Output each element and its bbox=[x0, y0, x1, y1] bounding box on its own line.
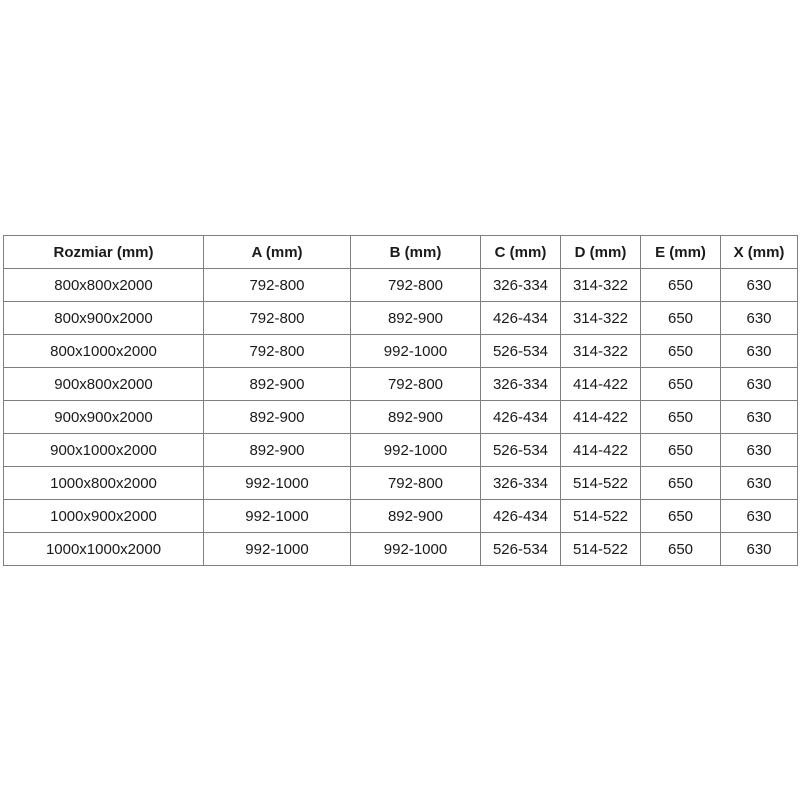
cell-a: 892-900 bbox=[203, 433, 351, 467]
cell-d: 514-522 bbox=[560, 499, 641, 533]
cell-b: 992-1000 bbox=[350, 532, 481, 566]
cell-e: 650 bbox=[640, 466, 721, 500]
cell-c: 526-534 bbox=[480, 334, 561, 368]
cell-a: 892-900 bbox=[203, 367, 351, 401]
cell-rozmiar: 900x900x2000 bbox=[3, 400, 204, 434]
cell-b: 892-900 bbox=[350, 400, 481, 434]
cell-a: 792-800 bbox=[203, 334, 351, 368]
cell-a: 992-1000 bbox=[203, 532, 351, 566]
cell-rozmiar: 900x1000x2000 bbox=[3, 433, 204, 467]
header-cell-rozmiar: Rozmiar (mm) bbox=[3, 235, 204, 269]
cell-a: 792-800 bbox=[203, 301, 351, 335]
cell-b: 892-900 bbox=[350, 499, 481, 533]
header-cell-a: A (mm) bbox=[203, 235, 351, 269]
cell-b: 892-900 bbox=[350, 301, 481, 335]
cell-x: 630 bbox=[720, 499, 798, 533]
cell-d: 314-322 bbox=[560, 334, 641, 368]
cell-b: 992-1000 bbox=[350, 433, 481, 467]
cell-a: 892-900 bbox=[203, 400, 351, 434]
cell-e: 650 bbox=[640, 532, 721, 566]
cell-rozmiar: 1000x800x2000 bbox=[3, 466, 204, 500]
cell-e: 650 bbox=[640, 301, 721, 335]
cell-d: 314-322 bbox=[560, 301, 641, 335]
cell-x: 630 bbox=[720, 466, 798, 500]
table-row: 900x1000x2000 892-900 992-1000 526-534 4… bbox=[3, 433, 798, 467]
cell-x: 630 bbox=[720, 433, 798, 467]
header-cell-x: X (mm) bbox=[720, 235, 798, 269]
table-row: 900x800x2000 892-900 792-800 326-334 414… bbox=[3, 367, 798, 401]
cell-b: 792-800 bbox=[350, 268, 481, 302]
cell-x: 630 bbox=[720, 532, 798, 566]
cell-e: 650 bbox=[640, 334, 721, 368]
cell-e: 650 bbox=[640, 400, 721, 434]
table-row: 1000x900x2000 992-1000 892-900 426-434 5… bbox=[3, 499, 798, 533]
table-row: 900x900x2000 892-900 892-900 426-434 414… bbox=[3, 400, 798, 434]
cell-a: 792-800 bbox=[203, 268, 351, 302]
table-row: 800x900x2000 792-800 892-900 426-434 314… bbox=[3, 301, 798, 335]
cell-d: 514-522 bbox=[560, 466, 641, 500]
header-cell-e: E (mm) bbox=[640, 235, 721, 269]
cell-c: 326-334 bbox=[480, 367, 561, 401]
header-row: Rozmiar (mm) A (mm) B (mm) C (mm) D (mm)… bbox=[3, 235, 798, 269]
cell-rozmiar: 800x900x2000 bbox=[3, 301, 204, 335]
cell-x: 630 bbox=[720, 367, 798, 401]
cell-c: 426-434 bbox=[480, 301, 561, 335]
table-row: 800x1000x2000 792-800 992-1000 526-534 3… bbox=[3, 334, 798, 368]
cell-d: 414-422 bbox=[560, 367, 641, 401]
cell-c: 426-434 bbox=[480, 400, 561, 434]
cell-c: 326-334 bbox=[480, 268, 561, 302]
cell-x: 630 bbox=[720, 268, 798, 302]
header-cell-d: D (mm) bbox=[560, 235, 641, 269]
cell-b: 992-1000 bbox=[350, 334, 481, 368]
cell-rozmiar: 1000x900x2000 bbox=[3, 499, 204, 533]
cell-c: 426-434 bbox=[480, 499, 561, 533]
header-cell-c: C (mm) bbox=[480, 235, 561, 269]
cell-c: 326-334 bbox=[480, 466, 561, 500]
cell-e: 650 bbox=[640, 499, 721, 533]
cell-x: 630 bbox=[720, 301, 798, 335]
cell-rozmiar: 900x800x2000 bbox=[3, 367, 204, 401]
table-row: 1000x800x2000 992-1000 792-800 326-334 5… bbox=[3, 466, 798, 500]
cell-rozmiar: 800x1000x2000 bbox=[3, 334, 204, 368]
cell-d: 314-322 bbox=[560, 268, 641, 302]
cell-b: 792-800 bbox=[350, 466, 481, 500]
cell-c: 526-534 bbox=[480, 532, 561, 566]
cell-x: 630 bbox=[720, 400, 798, 434]
cell-a: 992-1000 bbox=[203, 466, 351, 500]
cell-d: 414-422 bbox=[560, 433, 641, 467]
cell-rozmiar: 800x800x2000 bbox=[3, 268, 204, 302]
table-row: 800x800x2000 792-800 792-800 326-334 314… bbox=[3, 268, 798, 302]
cell-a: 992-1000 bbox=[203, 499, 351, 533]
cell-e: 650 bbox=[640, 268, 721, 302]
dimensions-table: Rozmiar (mm) A (mm) B (mm) C (mm) D (mm)… bbox=[3, 235, 798, 566]
cell-c: 526-534 bbox=[480, 433, 561, 467]
cell-x: 630 bbox=[720, 334, 798, 368]
cell-b: 792-800 bbox=[350, 367, 481, 401]
cell-d: 514-522 bbox=[560, 532, 641, 566]
cell-e: 650 bbox=[640, 433, 721, 467]
cell-rozmiar: 1000x1000x2000 bbox=[3, 532, 204, 566]
cell-e: 650 bbox=[640, 367, 721, 401]
header-cell-b: B (mm) bbox=[350, 235, 481, 269]
table-row: 1000x1000x2000 992-1000 992-1000 526-534… bbox=[3, 532, 798, 566]
cell-d: 414-422 bbox=[560, 400, 641, 434]
